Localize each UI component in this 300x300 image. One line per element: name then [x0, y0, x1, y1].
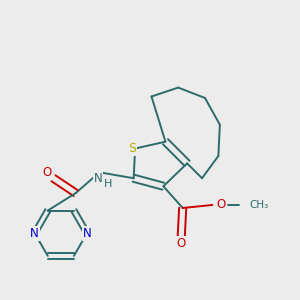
- Text: H: H: [104, 179, 112, 189]
- Text: O: O: [177, 237, 186, 250]
- Text: N: N: [94, 172, 102, 185]
- Text: CH₃: CH₃: [250, 200, 269, 210]
- Text: N: N: [82, 227, 91, 240]
- Text: O: O: [42, 167, 52, 179]
- Text: O: O: [216, 199, 225, 212]
- Text: N: N: [30, 227, 39, 240]
- Text: S: S: [128, 142, 136, 155]
